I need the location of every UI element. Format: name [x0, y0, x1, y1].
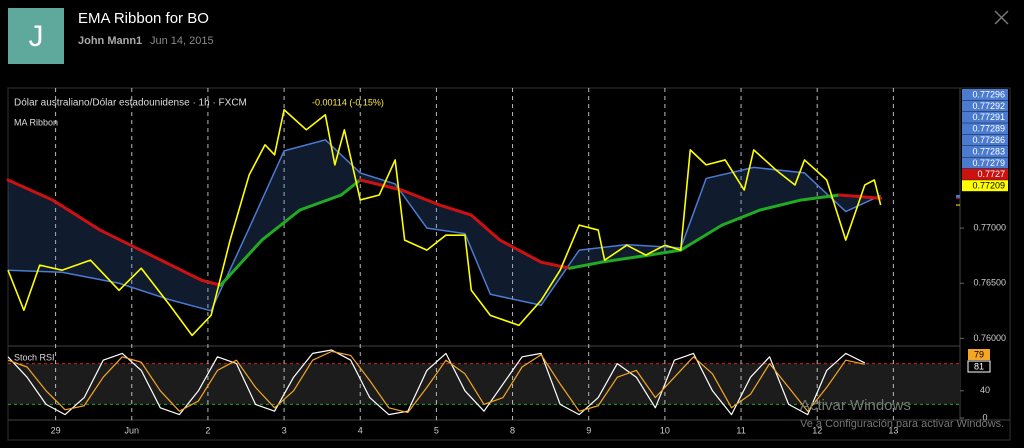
- slow-ema-segment: [298, 193, 343, 212]
- x-tick-label: Jun: [125, 425, 140, 435]
- slow-ema-segment: [498, 238, 543, 264]
- avatar-letter: J: [29, 20, 44, 53]
- stoch-value-box: [968, 349, 990, 360]
- stoch-title: Stoch RSI: [14, 352, 55, 362]
- x-tick-label: 2: [205, 425, 210, 435]
- y-tick-label: 0.76000: [973, 333, 1006, 343]
- last-value-box: [962, 89, 1008, 100]
- slow-ema-segment: [799, 193, 841, 202]
- slow-ema-segment: [679, 223, 724, 252]
- slow-ema-segment: [469, 213, 502, 242]
- x-tick-label: 9: [586, 425, 591, 435]
- stoch-tick-label: 40: [980, 385, 990, 395]
- slow-ema-segment: [539, 260, 572, 270]
- slow-ema-segment: [6, 178, 54, 202]
- last-value-label: 0.7727: [977, 169, 1005, 179]
- change: -0.00114 (-0.15%): [312, 97, 384, 107]
- stoch-line: [7, 349, 866, 416]
- x-tick-label: 12: [812, 425, 822, 435]
- x-tick-label: 10: [660, 425, 670, 435]
- ribbon-fill: [8, 139, 881, 311]
- watermark-subtitle: Ve a Configuración para activar Windows.: [800, 418, 1004, 430]
- slow-ema-segment: [647, 248, 683, 257]
- indicator-label: MA Ribbon: [14, 117, 58, 127]
- slow-ema-segment: [219, 238, 264, 287]
- last-value-box: [962, 146, 1008, 157]
- last-value-box: [962, 168, 1008, 180]
- stoch-value-label: 81: [974, 361, 984, 371]
- slow-ema-segment: [438, 203, 473, 217]
- price-line: [7, 108, 882, 337]
- last-value-label: 0.77209: [972, 181, 1005, 191]
- last-value-label: 0.77289: [972, 124, 1005, 134]
- x-tick-label: 29: [51, 425, 61, 435]
- last-value-box: [962, 157, 1008, 169]
- x-tick-label: 8: [510, 425, 515, 435]
- slow-ema-segment: [260, 208, 302, 242]
- stoch-tick-label: 0: [982, 412, 987, 422]
- x-tick-label: 11: [736, 425, 745, 435]
- last-value-box: [962, 123, 1008, 135]
- last-value-box: [962, 100, 1008, 112]
- y-tick-label: 0.77000: [973, 222, 1006, 232]
- plot: 29 Jun 2 3 4 5 8 9 10 11 12 13 0.76000 0.76500 0.77000…: [6, 88, 1008, 435]
- last-value-label: 0.77279: [972, 158, 1005, 168]
- stoch-value-label: 79: [974, 349, 984, 359]
- watermark-title: Activar Windows: [800, 397, 911, 414]
- close-button[interactable]: [994, 10, 1009, 25]
- slow-ema-segment: [399, 188, 442, 207]
- stoch-value-box: [967, 360, 991, 373]
- last-value-label: 0.77292: [972, 101, 1005, 111]
- slow-ema-segment: [599, 253, 651, 264]
- slow-ema-segment: [200, 278, 223, 287]
- avatar: [8, 8, 64, 64]
- slow-ema-segment: [98, 228, 153, 257]
- slow-ema-segment: [758, 198, 803, 212]
- last-value-label: 0.77291: [972, 112, 1005, 122]
- slow-ema-segment: [358, 178, 403, 192]
- last-value-box: [962, 134, 1008, 146]
- slow-ema-segment: [50, 198, 102, 232]
- stoch-line: [7, 350, 865, 414]
- fast-ema: [7, 139, 881, 312]
- slow-ema-segment: [720, 208, 762, 227]
- last-value-label: 0.77296: [972, 89, 1005, 99]
- close-icon: [994, 10, 1009, 25]
- date: Jun 14, 2015: [150, 35, 214, 47]
- y-tick-label: 0.76500: [973, 278, 1006, 288]
- last-value-label: 0.77283: [972, 146, 1005, 156]
- x-tick-label: 4: [358, 425, 363, 435]
- slow-ema-segment: [568, 260, 603, 270]
- last-value-box: [962, 180, 1008, 192]
- x-tick-label: 3: [282, 425, 287, 435]
- author[interactable]: John Mann1: [78, 35, 142, 47]
- last-value-label: 0.77286: [972, 135, 1005, 145]
- idea-title[interactable]: EMA Ribbon for BO: [78, 10, 209, 27]
- x-tick-label: 13: [888, 425, 898, 435]
- x-tick-label: 5: [434, 425, 439, 435]
- slow-ema-segment: [149, 253, 204, 282]
- last-value-box: [962, 111, 1008, 123]
- symbol: Dólar australiano/Dólar estadounidense ·…: [14, 98, 247, 109]
